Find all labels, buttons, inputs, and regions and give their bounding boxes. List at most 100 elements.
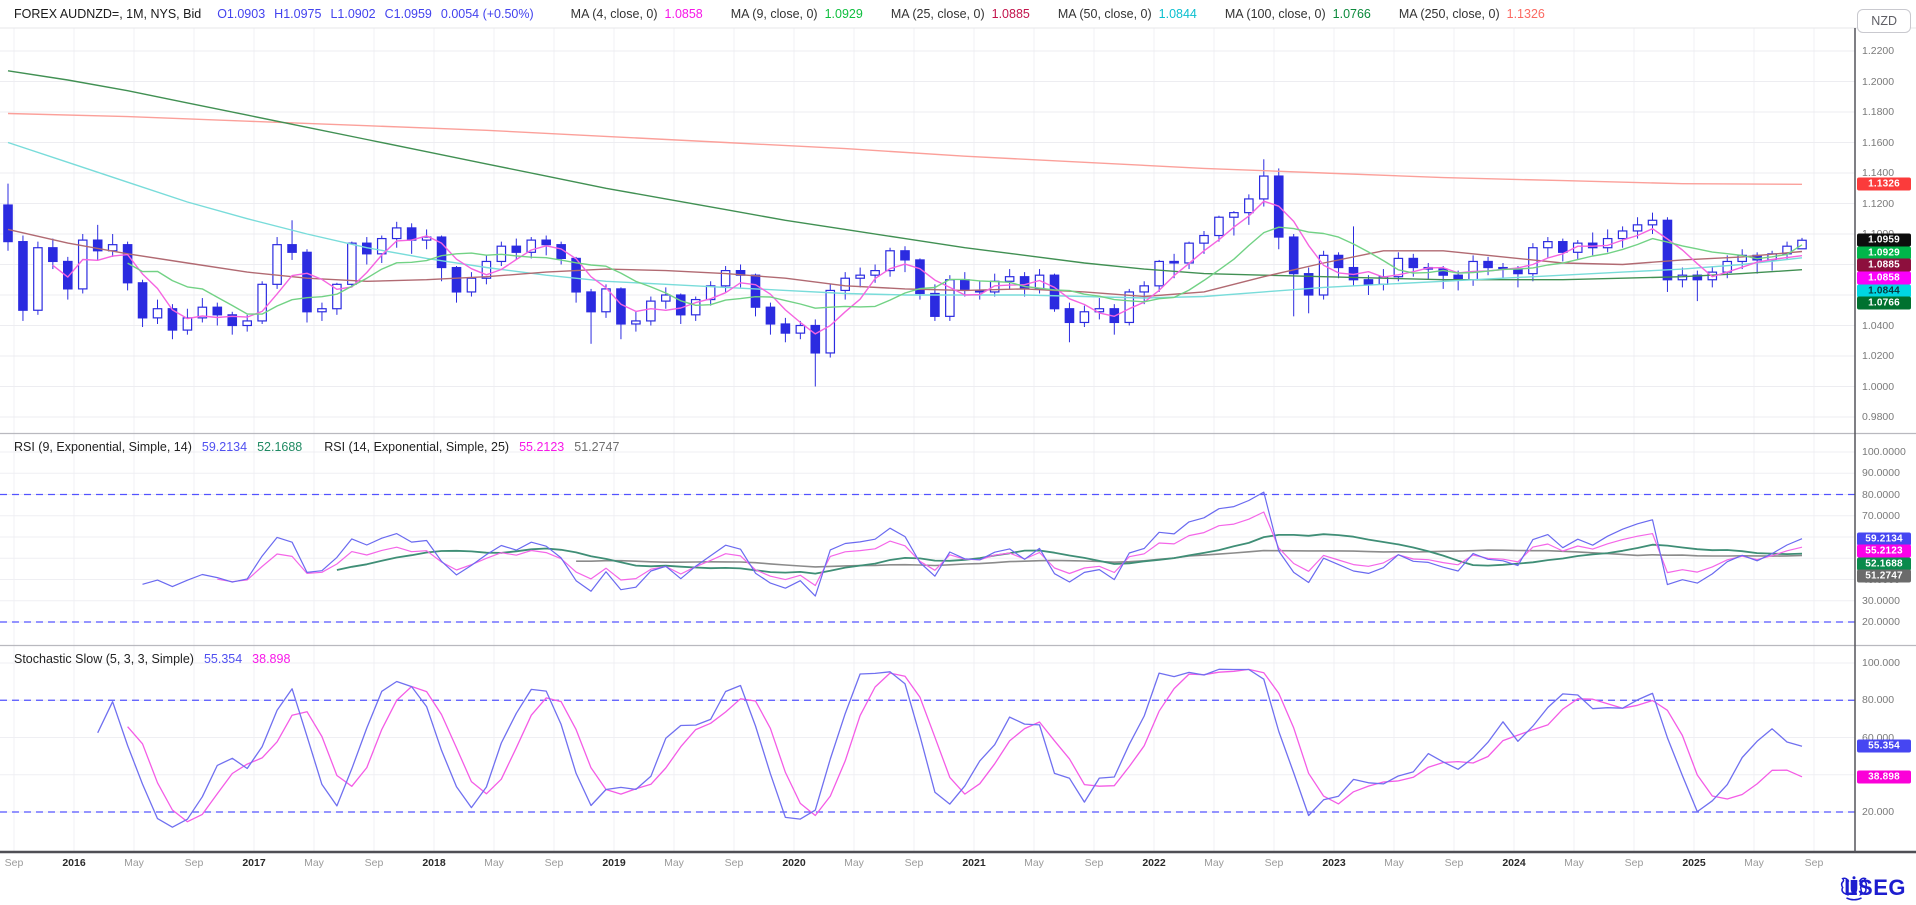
stoch-tick-label: 80.000	[1862, 694, 1895, 707]
x-axis-label: Sep	[724, 857, 744, 869]
x-axis-label: Sep	[544, 857, 564, 869]
x-axis-label: May	[664, 857, 684, 869]
x-axis-label: 2021	[962, 857, 986, 869]
price-tick-label: 1.0200	[1862, 350, 1895, 362]
price-badge: 1.0885	[1857, 258, 1911, 272]
ma-legend-label: MA (250, close, 0)	[1398, 7, 1500, 21]
rsi-tick-label: 70.0000	[1862, 509, 1900, 522]
x-axis-label: May	[1744, 857, 1764, 869]
ma-legend-group: MA (4, close, 0) 1.0858 MA (9, close, 0) 1.…	[543, 7, 1545, 21]
ma-legend-label: MA (50, close, 0)	[1057, 7, 1152, 21]
stoch-tick-label: 100.000	[1862, 657, 1900, 669]
stochastic-title: Stochastic Slow (5, 3, 3, Simple)	[14, 652, 194, 666]
price-tick-label: 1.2000	[1862, 75, 1895, 88]
stoch-badge: 55.354	[1857, 739, 1911, 753]
ma-legend-label: MA (9, close, 0)	[730, 7, 818, 21]
price-badge: 1.0959	[1857, 233, 1911, 247]
price-badge: 1.0858	[1857, 271, 1911, 285]
ma-legend-item[interactable]: MA (25, close, 0) 1.0885	[891, 7, 1030, 21]
x-axis-label: May	[124, 857, 144, 869]
x-axis-label: 2024	[1502, 857, 1526, 869]
rsi2-smooth-value: 51.2747	[574, 440, 620, 454]
x-axis-label: 2017	[242, 857, 266, 869]
x-axis-label: Sep	[184, 857, 204, 869]
x-axis-label: Sep	[1444, 857, 1464, 869]
price-tick-label: 1.0400	[1862, 319, 1895, 332]
ma-legend-value: 1.0929	[824, 7, 863, 21]
rsi-tick-label: 30.0000	[1862, 594, 1900, 607]
currency-axis-button[interactable]: NZD	[1857, 9, 1911, 33]
x-axis-label: Sep	[1264, 857, 1284, 869]
rsi-badge: 55.2123	[1857, 544, 1911, 558]
price-tick-label: 1.2200	[1862, 45, 1895, 57]
price-badge: 1.1326	[1857, 177, 1911, 191]
stochastic-d-value: 38.898	[252, 652, 291, 666]
rsi-tick-label: 90.0000	[1862, 467, 1900, 480]
x-axis-label: 2023	[1322, 857, 1346, 869]
quote-change: 0.0054 (+0.50%)	[440, 7, 534, 21]
price-tick-label: 1.1600	[1862, 136, 1895, 149]
x-axis-label: May	[1384, 857, 1404, 869]
x-axis-label: Sep	[4, 857, 24, 869]
quote-open: O1.0903	[217, 7, 266, 21]
x-axis-label: Sep	[1624, 857, 1644, 869]
stoch-tick-label: 20.000	[1862, 806, 1895, 818]
x-axis-label: 2018	[422, 857, 446, 869]
stochastic-k-value: 55.354	[203, 652, 243, 666]
x-axis-label: 2019	[602, 857, 626, 869]
price-badge: 1.0929	[1857, 246, 1911, 260]
ma-legend-item[interactable]: MA (250, close, 0) 1.1326	[1399, 7, 1545, 21]
ma-legend-item[interactable]: MA (50, close, 0) 1.0844	[1058, 7, 1197, 21]
x-axis-label: Sep	[1084, 857, 1104, 869]
lseg-crest-icon	[1840, 876, 1868, 901]
x-axis-label: 2025	[1682, 857, 1706, 869]
x-axis-label: 2020	[782, 857, 806, 869]
price-tick-label: 1.1200	[1862, 197, 1895, 210]
ma-legend-label: MA (25, close, 0)	[890, 7, 985, 21]
price-tick-label: 1.0000	[1862, 380, 1895, 393]
x-axis-label: May	[1024, 857, 1044, 869]
rsi-badge: 52.1688	[1857, 557, 1911, 571]
ma-legend-value: 1.0885	[991, 7, 1030, 21]
rsi1-smooth-value: 52.1688	[257, 440, 303, 454]
x-axis-label: 2016	[62, 857, 86, 869]
ma-legend-item[interactable]: MA (100, close, 0) 1.0766	[1225, 7, 1371, 21]
quote-close: C1.0959	[384, 7, 432, 21]
rsi1-value: 59.2134	[201, 440, 248, 454]
rsi2-value: 55.2123	[519, 440, 565, 454]
ma-legend-value: 1.0844	[1158, 7, 1197, 21]
x-axis-label: May	[844, 857, 864, 869]
rsi-badge: 51.2747	[1857, 569, 1911, 583]
rsi1-title: RSI (9, Exponential, Simple, 14)	[14, 440, 192, 454]
x-axis-label: May	[1204, 857, 1224, 869]
x-axis-label: Sep	[904, 857, 924, 869]
price-tick-label: 1.1800	[1862, 106, 1895, 118]
ma-legend-item[interactable]: MA (9, close, 0) 1.0929	[731, 7, 863, 21]
stoch-badge: 38.898	[1857, 770, 1911, 784]
ma-legend-value: 1.0766	[1332, 7, 1371, 21]
rsi-tick-label: 20.0000	[1862, 616, 1900, 628]
price-badge: 1.0844	[1857, 284, 1911, 298]
rsi-badge: 59.2134	[1857, 532, 1911, 546]
rsi2-title: RSI (14, Exponential, Simple, 25)	[324, 440, 510, 454]
ma-legend-item[interactable]: MA (4, close, 0) 1.0858	[571, 7, 703, 21]
ma-legend-label: MA (100, close, 0)	[1224, 7, 1326, 21]
quote-high: H1.0975	[274, 7, 322, 21]
chart-legend-bar: FOREX AUDNZD=, 1M, NYS, Bid O1.0903 H1.0…	[14, 0, 1545, 28]
quote-low: L1.0902	[330, 7, 376, 21]
lseg-logo: LSEG	[1838, 875, 1906, 901]
stochastic-pane-header[interactable]: Stochastic Slow (5, 3, 3, Simple) 55.354…	[14, 652, 300, 666]
price-badge: 1.0766	[1857, 296, 1911, 310]
instrument-title[interactable]: FOREX AUDNZD=, 1M, NYS, Bid	[14, 7, 202, 21]
x-axis-label: May	[1564, 857, 1584, 869]
x-axis-label: May	[484, 857, 504, 869]
price-tick-label: 1.1400	[1862, 167, 1895, 179]
x-axis-label: May	[304, 857, 324, 869]
ma-legend-value: 1.0858	[664, 7, 703, 21]
rsi-tick-label: 100.0000	[1862, 446, 1906, 458]
rsi-tick-label: 80.0000	[1862, 488, 1900, 501]
price-tick-label: 0.9800	[1862, 411, 1895, 423]
rsi-pane-header[interactable]: RSI (9, Exponential, Simple, 14) 59.2134…	[14, 440, 629, 454]
